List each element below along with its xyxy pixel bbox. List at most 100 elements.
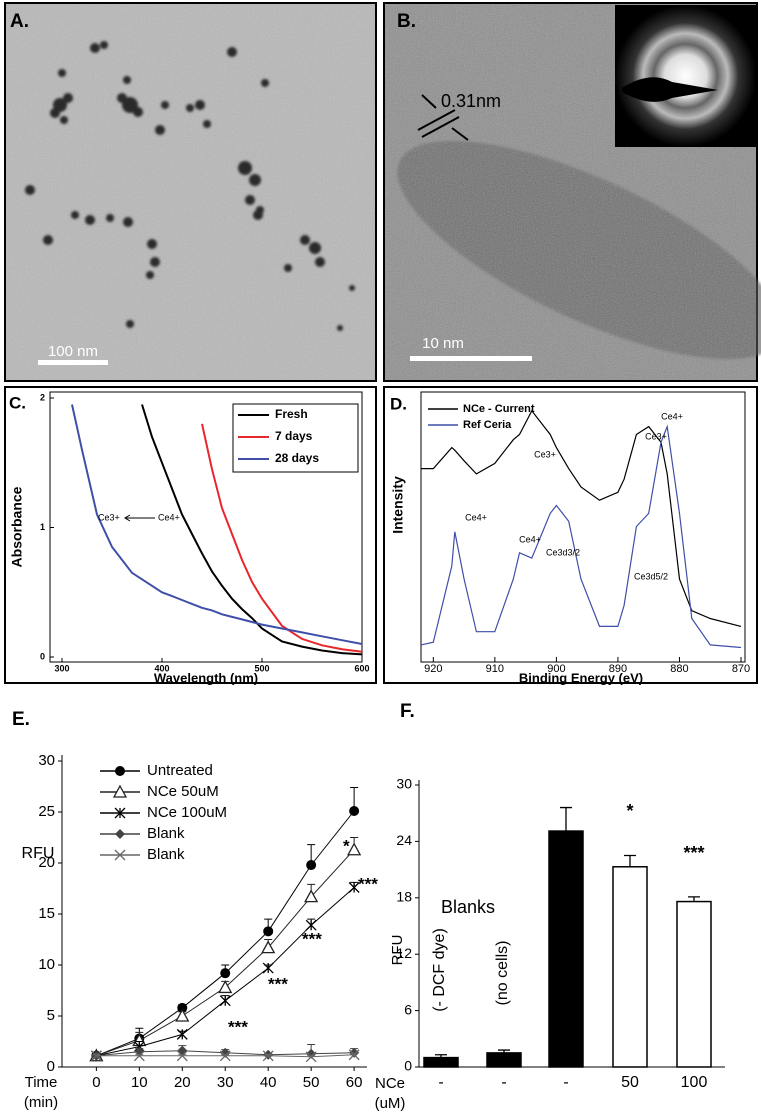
legend-label: NCe 100uM	[147, 804, 227, 821]
panel-label: F.	[400, 701, 415, 722]
annotation: ***	[358, 874, 378, 893]
x-tick-label: 920	[424, 663, 442, 675]
error-bar	[624, 854, 636, 867]
y-tick-label: 18	[396, 889, 412, 905]
y-tick-label: 6	[404, 1001, 412, 1017]
legend-label: Blank	[147, 825, 185, 842]
legend-label: Ref Ceria	[463, 419, 512, 431]
data-point	[304, 889, 319, 903]
x-tick-label: 60	[346, 1074, 363, 1091]
x-axis-label: NCe	[375, 1075, 405, 1092]
x-tick-label: 870	[732, 663, 750, 675]
data-point	[262, 962, 274, 974]
legend-label: Fresh	[275, 407, 308, 421]
annotation: Ce4+	[661, 411, 683, 421]
panel-d-border	[383, 386, 758, 684]
lattice-label: 0.31nm	[441, 91, 501, 111]
panel-label: D.	[390, 394, 407, 413]
y-tick-label: 0	[40, 651, 45, 661]
x-axis-label: Time	[25, 1074, 58, 1091]
annotation-arrow	[124, 514, 155, 522]
x-axis-label: Binding Energy (eV)	[519, 670, 643, 685]
data-line	[96, 849, 355, 1057]
data-point	[261, 940, 276, 954]
legend-label: NCe - Current	[463, 403, 535, 415]
data-point	[306, 860, 317, 871]
data-line	[141, 404, 363, 656]
y-tick-label: 10	[38, 956, 55, 973]
data-point	[348, 1049, 360, 1061]
panel-label: A.	[10, 11, 29, 32]
y-axis-label: Intensity	[390, 476, 406, 534]
y-tick-label: 30	[38, 752, 55, 769]
data-point	[347, 842, 362, 856]
x-tick-label: 100	[681, 1074, 708, 1091]
data-point	[263, 926, 274, 937]
error-bar	[688, 896, 700, 902]
x-axis-label: Wavelength (nm)	[154, 670, 258, 685]
x-tick-label: 890	[609, 663, 627, 675]
y-axis-label: RFU	[389, 935, 406, 966]
data-line	[201, 423, 363, 653]
x-tick-label: 600	[354, 663, 369, 673]
annotation: Ce3+	[534, 449, 556, 459]
bar	[612, 866, 648, 1068]
x-tick-label: 20	[174, 1074, 191, 1091]
x-axis-label: (min)	[24, 1094, 58, 1111]
beam-stop	[622, 77, 718, 102]
data-point	[348, 882, 360, 893]
y-tick-label: 5	[47, 1007, 55, 1024]
x-tick-label: -	[563, 1074, 568, 1091]
annotation: Ce3+	[98, 512, 120, 522]
annotation: *	[626, 801, 633, 821]
data-point	[133, 1050, 145, 1062]
data-point	[90, 1050, 102, 1062]
annotation: Blanks	[441, 897, 495, 917]
legend-marker	[112, 784, 128, 798]
annotation: Ce4+	[519, 534, 541, 544]
bar	[548, 830, 584, 1068]
y-tick-label: 12	[396, 945, 412, 961]
y-tick-label: 20	[38, 854, 55, 871]
x-tick-label: 50	[621, 1074, 639, 1091]
data-point	[176, 1050, 188, 1062]
image-grain	[6, 4, 375, 380]
legend-marker	[115, 766, 125, 776]
annotation: Ce4+	[158, 512, 180, 522]
y-tick-label: 0	[404, 1058, 412, 1074]
panel-a: 100 nm A.	[4, 2, 377, 382]
data-line	[420, 424, 742, 649]
annotation: Ce3+	[645, 431, 667, 441]
annotation: ***	[268, 974, 288, 993]
panel-label: B.	[397, 11, 416, 32]
error-bar	[560, 806, 572, 832]
y-tick-label: 0	[47, 1058, 55, 1075]
data-point	[219, 1050, 231, 1062]
x-tick-label: -	[501, 1074, 506, 1091]
data-point	[134, 1046, 145, 1057]
x-tick-label: 400	[154, 663, 169, 673]
data-point	[305, 1051, 317, 1063]
data-line	[421, 409, 742, 627]
x-tick-label: 50	[303, 1074, 320, 1091]
legend-label: 7 days	[275, 429, 313, 443]
annotation: ***	[683, 843, 704, 863]
bar	[486, 1052, 522, 1068]
annotation: (no cells)	[494, 941, 511, 1006]
particles	[25, 41, 355, 331]
panel-c-border	[4, 386, 377, 684]
data-point	[175, 1008, 190, 1022]
data-point	[218, 980, 233, 994]
y-axis-label: RFU	[22, 845, 55, 862]
legend-label: NCe 50uM	[147, 783, 219, 800]
y-tick-label: 24	[396, 832, 412, 848]
x-tick-label: 40	[260, 1074, 277, 1091]
x-tick-label: 30	[217, 1074, 234, 1091]
x-tick-label: -	[438, 1074, 443, 1091]
data-point	[177, 1045, 188, 1056]
annotation: Ce4+	[465, 512, 487, 522]
data-point	[262, 1050, 274, 1062]
panel-label: C.	[9, 393, 26, 412]
legend-label: Untreated	[147, 762, 213, 779]
